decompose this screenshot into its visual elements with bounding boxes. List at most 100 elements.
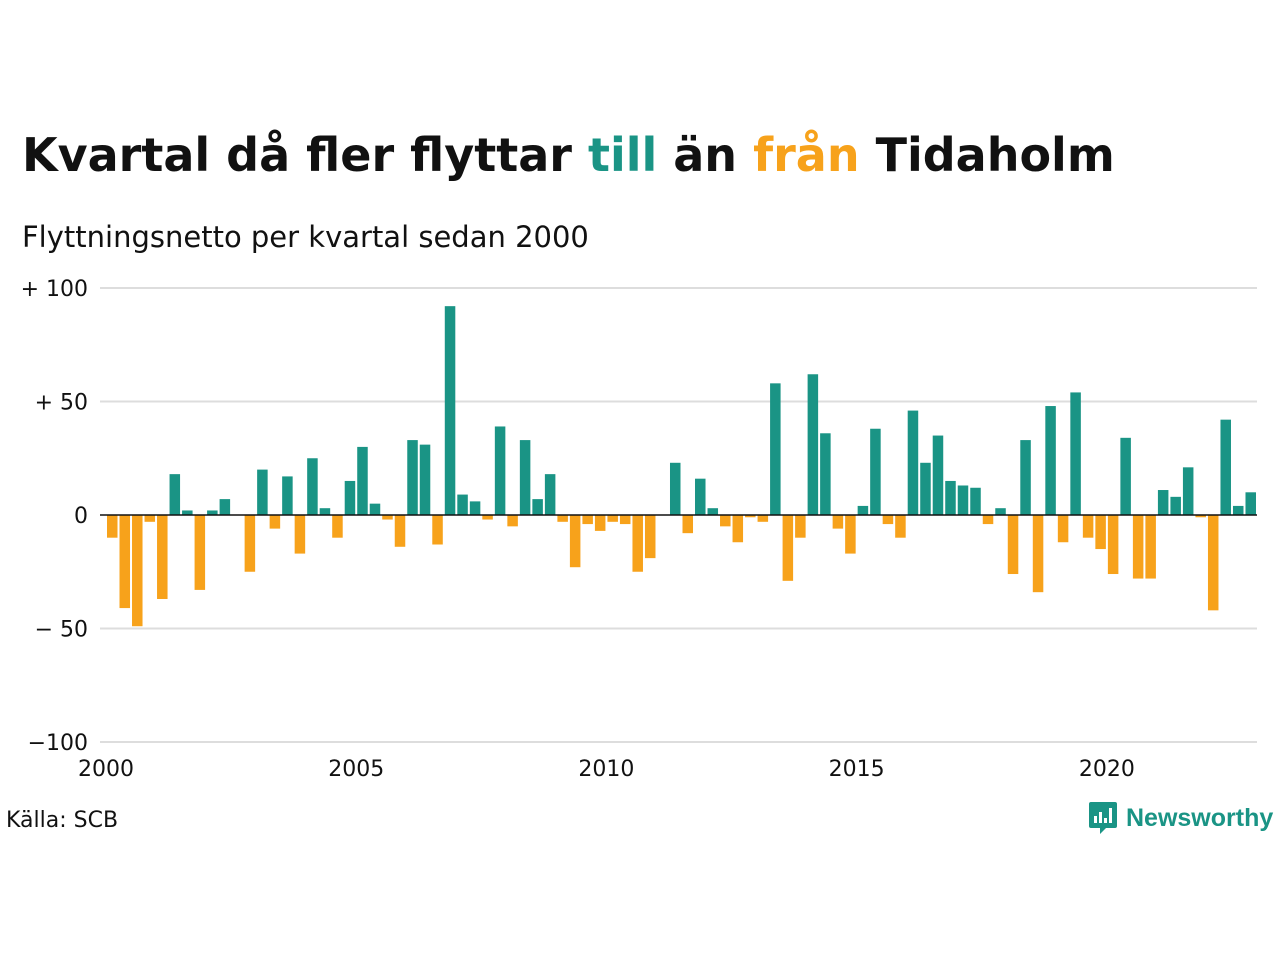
bar <box>882 515 894 525</box>
y-tick-label: + 50 <box>35 391 88 416</box>
bar <box>745 515 756 518</box>
bar <box>1132 515 1144 579</box>
bar <box>369 503 381 515</box>
bar <box>494 426 506 515</box>
bar <box>720 515 731 527</box>
bar <box>269 515 281 529</box>
bars <box>107 306 1256 627</box>
bar <box>1107 515 1119 575</box>
bar <box>644 515 656 559</box>
bar <box>845 515 856 554</box>
bar <box>857 505 869 515</box>
bar <box>895 515 906 538</box>
bar <box>770 383 781 515</box>
bar <box>757 515 769 522</box>
title-part1: Kvartal då fler flyttar <box>22 128 588 182</box>
bar <box>1245 492 1256 515</box>
bar <box>519 440 531 515</box>
chart-subtitle: Flyttningsnetto per kvartal sedan 2000 <box>22 220 589 254</box>
bar <box>1120 437 1131 515</box>
bar <box>169 474 181 515</box>
title-part2: än <box>657 128 754 182</box>
title-keyword-out: från <box>753 128 860 182</box>
bar <box>807 374 819 515</box>
bar <box>194 515 206 590</box>
bar <box>482 515 493 520</box>
bar <box>469 501 481 515</box>
bar <box>419 444 431 515</box>
bar <box>970 487 981 515</box>
bar <box>144 515 156 522</box>
gridlines <box>100 287 1257 743</box>
bar <box>920 462 931 515</box>
bar <box>219 499 231 515</box>
bar <box>357 446 368 515</box>
bar <box>394 515 406 547</box>
bar <box>607 515 618 522</box>
bar <box>332 515 343 538</box>
bar <box>1145 515 1156 579</box>
bar <box>1095 515 1106 550</box>
bar <box>1082 515 1094 538</box>
bar <box>1070 392 1081 515</box>
bar <box>107 515 118 538</box>
x-tick-label: 2005 <box>328 757 384 782</box>
bar <box>1220 419 1231 515</box>
bar <box>282 476 293 515</box>
bar <box>1170 496 1181 515</box>
x-tick-label: 2010 <box>578 757 634 782</box>
source-note: Källa: SCB <box>6 808 119 833</box>
x-tick-label: 2000 <box>78 757 134 782</box>
bar <box>444 306 456 515</box>
bar <box>307 458 318 515</box>
bar <box>1020 440 1031 515</box>
bar <box>407 440 418 515</box>
bar <box>907 410 919 515</box>
bar <box>945 480 956 515</box>
bar <box>995 508 1006 515</box>
x-tick-label: 2020 <box>1079 757 1135 782</box>
x-tick-label: 2015 <box>829 757 885 782</box>
bar <box>344 480 356 515</box>
bar <box>132 515 143 627</box>
bar <box>1182 467 1194 515</box>
bar <box>294 515 306 554</box>
brand-name: Newsworthy <box>1126 803 1274 832</box>
bar <box>732 515 744 543</box>
bar <box>182 510 193 515</box>
y-tick-label: 0 <box>74 504 88 529</box>
bar <box>1007 515 1019 575</box>
bar <box>569 515 581 568</box>
title-part3: Tidaholm <box>859 128 1115 182</box>
bar <box>507 515 518 527</box>
bar <box>532 499 543 515</box>
bar <box>1232 505 1244 515</box>
bar <box>382 515 393 520</box>
bar <box>1195 515 1206 518</box>
bar <box>820 433 831 515</box>
bar <box>795 515 806 538</box>
y-tick-label: + 100 <box>21 277 88 302</box>
bar <box>669 462 681 515</box>
bar <box>582 515 593 525</box>
bar <box>957 485 969 515</box>
bar <box>932 435 944 515</box>
bar <box>157 515 168 599</box>
bar <box>832 515 844 529</box>
chart-title: Kvartal då fler flyttar till än från Tid… <box>22 128 1115 182</box>
bar <box>244 515 256 572</box>
bar <box>695 478 706 515</box>
y-tick-label: − 50 <box>35 618 88 643</box>
y-tick-label: −100 <box>28 731 88 756</box>
brand-logo[interactable]: Newsworthy <box>1088 800 1273 836</box>
bar <box>119 515 131 609</box>
bar <box>619 515 631 525</box>
bar <box>1207 515 1219 611</box>
bar <box>594 515 606 531</box>
newsworthy-logo-icon <box>1089 802 1117 834</box>
bar <box>544 474 556 515</box>
bar <box>1032 515 1044 593</box>
bar <box>632 515 643 572</box>
bar <box>257 469 268 515</box>
